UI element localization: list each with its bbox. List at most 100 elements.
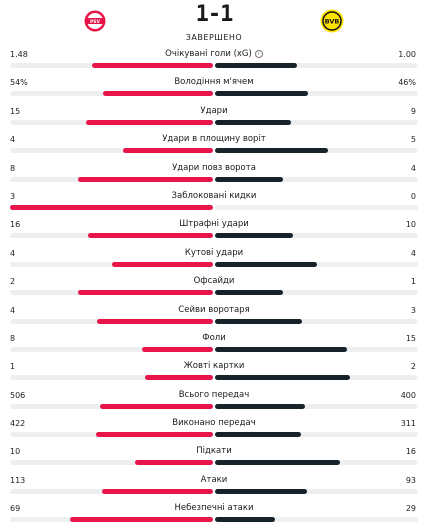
away-bar-fill [215, 460, 340, 466]
home-bar-track [10, 517, 213, 523]
stat-label-text: Небезпечні атаки [174, 503, 254, 514]
stat-home-value: 506 [10, 390, 26, 400]
stat-row: 1.48 Очікувані голи (xG) i 1.00 [0, 46, 428, 74]
away-bar-fill [215, 91, 309, 97]
stat-label: Удари в площину воріт [0, 134, 428, 144]
home-bar-track [10, 375, 213, 381]
away-bar-track [215, 233, 418, 239]
home-bar-fill [103, 91, 213, 97]
stat-row: 54% Володіння м'ячем 46% [0, 74, 428, 102]
home-bar-track [10, 460, 213, 466]
stat-home-value: 4 [10, 305, 16, 315]
stat-away-value: 15 [405, 333, 416, 343]
away-bar-fill [215, 432, 302, 438]
stat-label: Удари [0, 106, 428, 116]
stat-away-value: 4 [410, 248, 416, 258]
stat-label: Удари повз ворота [0, 163, 428, 173]
info-icon[interactable]: i [254, 50, 263, 58]
home-bar-fill [101, 488, 213, 494]
home-bar-fill [10, 204, 213, 210]
stat-label: Жовті картки [0, 361, 428, 371]
home-bar-fill [97, 318, 213, 324]
home-bar-track [10, 403, 213, 409]
home-bar-track [10, 91, 213, 97]
home-bar-fill [142, 346, 213, 352]
stat-away-value: 0 [410, 191, 416, 201]
stat-away-value: 400 [400, 390, 416, 400]
stat-row: 16 Штрафні удари 10 [0, 216, 428, 244]
stat-label-text: Удари в площину воріт [162, 134, 266, 145]
home-bar-fill [77, 290, 213, 296]
away-bar-fill [215, 517, 276, 523]
home-bar-track [10, 261, 213, 267]
psv-logo-icon[interactable]: PSV [84, 10, 106, 32]
stat-row: 8 Удари повз ворота 4 [0, 160, 428, 188]
stat-label: Офсайди [0, 276, 428, 286]
home-bar-fill [145, 375, 213, 381]
home-bar-fill [96, 432, 213, 438]
away-bar-track [215, 517, 418, 523]
svg-text:BVB: BVB [325, 18, 340, 26]
stat-label-text: Виконано передач [172, 418, 256, 429]
stat-home-value: 3 [10, 191, 16, 201]
stat-row: 506 Всього передач 400 [0, 387, 428, 415]
stat-home-value: 1 [10, 362, 16, 372]
away-bar-track [215, 290, 418, 296]
home-bar-track [10, 233, 213, 239]
away-bar-track [215, 375, 418, 381]
stat-away-value: 311 [400, 419, 416, 429]
stat-label-text: Удари [200, 105, 228, 116]
away-bar-track [215, 91, 418, 97]
stat-home-value: 8 [10, 333, 16, 343]
away-bar-track [215, 148, 418, 154]
away-bar-track [215, 318, 418, 324]
stat-label: Кутові удари [0, 248, 428, 258]
home-bar-fill [99, 403, 213, 409]
stat-label: Сейви воротаря [0, 305, 428, 315]
stat-away-value: 3 [410, 305, 416, 315]
stat-away-value: 5 [410, 135, 416, 145]
home-bar-track [10, 148, 213, 154]
stat-row: 2 Офсайди 1 [0, 273, 428, 301]
home-bar-track [10, 176, 213, 182]
stat-away-value: 1.00 [398, 50, 416, 59]
stat-home-value: 8 [10, 163, 16, 173]
svg-text:PSV: PSV [90, 19, 101, 25]
home-bar-fill [91, 63, 213, 68]
stat-home-value: 10 [10, 447, 21, 457]
away-bar-track [215, 119, 418, 125]
away-bar-fill [215, 290, 283, 296]
stat-label: Підкати [0, 446, 428, 456]
stat-label: Атаки [0, 475, 428, 485]
away-bar-fill [215, 261, 317, 267]
bvb-logo-icon[interactable]: BVB [320, 9, 344, 33]
stat-row: 10 Підкати 16 [0, 443, 428, 471]
stat-row: 4 Удари в площину воріт 5 [0, 131, 428, 159]
away-bar-track [215, 488, 418, 494]
home-bar-track [10, 488, 213, 494]
match-header: PSV 1-1 ЗАВЕРШЕНО BVB [0, 0, 428, 58]
away-bar-track [215, 432, 418, 438]
away-bar-track [215, 204, 418, 210]
stat-label: Заблоковані кидки [0, 191, 428, 201]
home-bar-fill [70, 517, 213, 523]
home-bar-track [10, 119, 213, 125]
stat-row: 3 Заблоковані кидки 0 [0, 188, 428, 216]
away-bar-fill [215, 318, 302, 324]
stat-home-value: 1.48 [10, 50, 28, 59]
stat-away-value: 2 [410, 362, 416, 372]
stat-label-text: Фоли [202, 332, 226, 343]
home-bar-fill [111, 261, 213, 267]
home-bar-fill [86, 119, 213, 125]
stat-label: Фоли [0, 333, 428, 343]
stat-row: 113 Атаки 93 [0, 472, 428, 500]
stat-away-value: 9 [410, 106, 416, 116]
away-bar-fill [215, 488, 307, 494]
home-bar-track [10, 318, 213, 324]
home-bar-track [10, 204, 213, 210]
stat-label-text: Штрафні удари [179, 219, 249, 230]
stat-label: Очікувані голи (xG) i [0, 49, 428, 59]
stat-label-text: Атаки [200, 474, 228, 485]
home-bar-fill [77, 176, 213, 182]
stat-away-value: 4 [410, 163, 416, 173]
